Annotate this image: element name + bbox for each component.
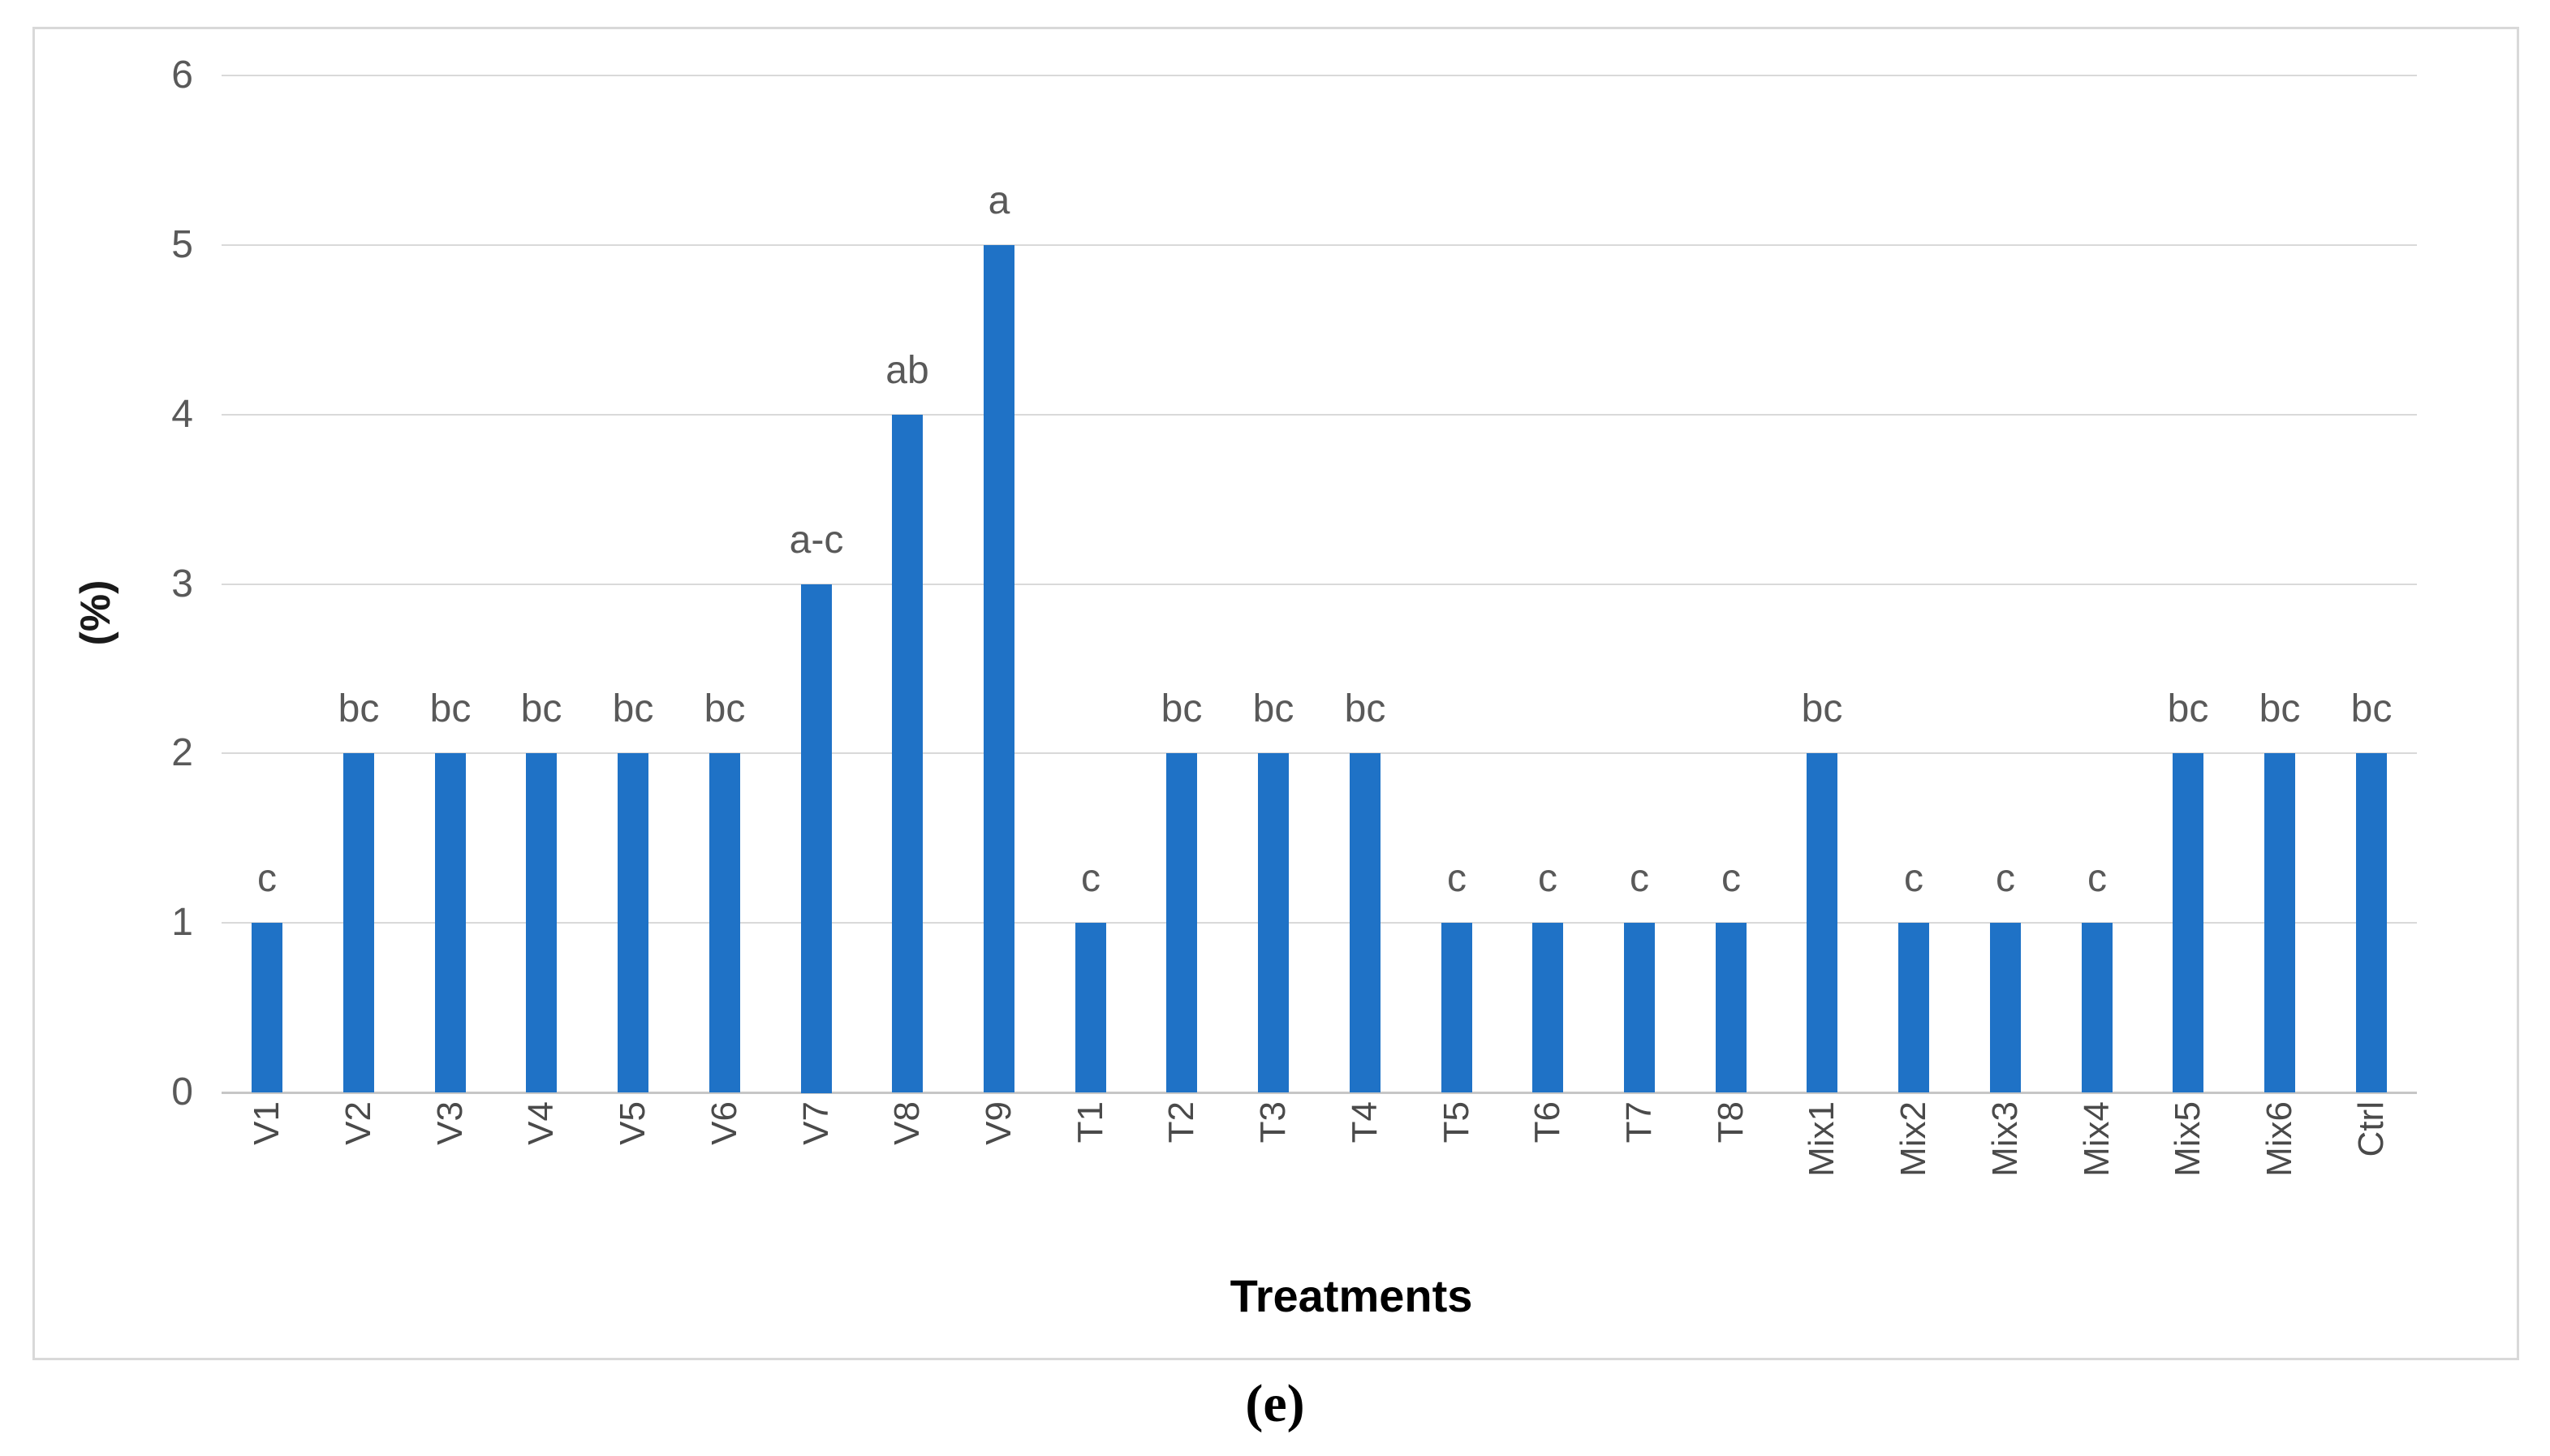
bar-Mix5	[2173, 753, 2203, 1092]
bar-T7	[1624, 923, 1655, 1092]
sig-letter-T1: c	[1081, 857, 1101, 900]
y-tick-label-4: 4	[171, 392, 193, 436]
chart-frame: 0 1 2 3 4 5 6 c V1 bc V2 bc V3 bc V4 bc V5 bc V6 a-c V7 ab V8 a…	[32, 27, 2519, 1360]
x-tick-label-T3: T3	[1253, 1101, 1293, 1144]
gridline-1	[222, 922, 2417, 924]
x-tick-label-T7: T7	[1619, 1101, 1659, 1144]
sig-letter-V5: bc	[612, 687, 654, 730]
bar-Mix1	[1807, 753, 1837, 1092]
bar-V4	[526, 753, 557, 1092]
bar-Mix3	[1990, 923, 2021, 1092]
sig-letter-Mix4: c	[2087, 857, 2107, 900]
bar-V7	[801, 584, 832, 1093]
sig-letter-V8: ab	[885, 349, 929, 392]
sig-letter-V4: bc	[520, 687, 562, 730]
bar-T3	[1258, 753, 1289, 1092]
bar-Ctrl	[2356, 753, 2387, 1092]
bar-V2	[343, 753, 374, 1092]
bar-T8	[1716, 923, 1747, 1092]
sig-letter-V6: bc	[704, 687, 746, 730]
sig-letter-T2: bc	[1161, 687, 1203, 730]
figure-caption: (e)	[1245, 1374, 1305, 1433]
sig-letter-Mix2: c	[1904, 857, 1923, 900]
bar-Mix4	[2082, 923, 2113, 1092]
x-axis-title: Treatments	[1230, 1270, 1473, 1321]
y-tick-label-5: 5	[171, 222, 193, 266]
sig-letter-Mix5: bc	[2167, 687, 2209, 730]
y-tick-label-2: 2	[171, 731, 193, 775]
bar-Mix2	[1898, 923, 1929, 1092]
bar-T2	[1166, 753, 1197, 1092]
x-tick-label-T1: T1	[1070, 1101, 1110, 1144]
sig-letter-Mix3: c	[1996, 857, 2015, 900]
x-tick-label-V5: V5	[613, 1101, 653, 1145]
x-tick-label-Mix1: Mix1	[1802, 1101, 1841, 1177]
x-tick-label-V3: V3	[430, 1101, 470, 1145]
bar-V9	[984, 245, 1014, 1092]
sig-letter-Ctrl: bc	[2350, 687, 2393, 730]
gridline-0	[222, 1092, 2417, 1094]
sig-letter-V7: a-c	[789, 519, 844, 562]
x-tick-label-T5: T5	[1437, 1101, 1476, 1144]
gridline-5	[222, 243, 2417, 246]
x-tick-label-T6: T6	[1527, 1101, 1567, 1144]
x-tick-label-V2: V2	[338, 1101, 378, 1145]
x-tick-label-V9: V9	[979, 1101, 1019, 1145]
sig-letter-V1: c	[257, 857, 277, 900]
gridline-3	[222, 583, 2417, 585]
bar-Mix6	[2264, 753, 2295, 1092]
x-tick-label-Mix4: Mix4	[2077, 1101, 2117, 1177]
gridline-4	[222, 413, 2417, 416]
gridline-2	[222, 752, 2417, 755]
x-tick-label-Mix3: Mix3	[1985, 1101, 2025, 1177]
bar-V3	[435, 753, 466, 1092]
sig-letter-Mix1: bc	[1801, 687, 1843, 730]
x-tick-label-Mix6: Mix6	[2259, 1101, 2299, 1177]
sig-letter-V3: bc	[429, 687, 472, 730]
x-tick-label-V8: V8	[887, 1101, 927, 1145]
x-tick-label-V6: V6	[704, 1101, 744, 1145]
sig-letter-T5: c	[1447, 857, 1467, 900]
x-tick-label-T8: T8	[1711, 1101, 1751, 1144]
y-tick-label-0: 0	[171, 1070, 193, 1114]
sig-letter-Mix6: bc	[2259, 687, 2301, 730]
bar-V1	[252, 923, 282, 1092]
x-tick-label-T4: T4	[1345, 1101, 1385, 1144]
sig-letter-V2: bc	[338, 687, 380, 730]
bar-T4	[1350, 753, 1381, 1092]
sig-letter-T4: bc	[1344, 687, 1386, 730]
sig-letter-T8: c	[1721, 857, 1741, 900]
y-tick-label-3: 3	[171, 562, 193, 605]
y-axis-title: (%)	[72, 579, 119, 646]
bar-V8	[892, 415, 923, 1092]
y-tick-label-1: 1	[171, 901, 193, 945]
bar-T1	[1075, 923, 1106, 1092]
sig-letter-T3: bc	[1252, 687, 1294, 730]
y-tick-label-6: 6	[171, 54, 193, 97]
x-tick-label-V7: V7	[796, 1101, 836, 1145]
bar-T6	[1532, 923, 1563, 1092]
sig-letter-V9: a	[988, 179, 1010, 222]
bar-V6	[709, 753, 740, 1092]
gridline-6	[222, 75, 2417, 76]
x-tick-label-Mix2: Mix2	[1893, 1101, 1933, 1177]
bar-T5	[1441, 923, 1472, 1092]
sig-letter-T6: c	[1538, 857, 1557, 900]
x-tick-label-V1: V1	[247, 1101, 286, 1145]
x-tick-label-Mix5: Mix5	[2168, 1101, 2208, 1177]
sig-letter-T7: c	[1630, 857, 1649, 900]
x-tick-label-T2: T2	[1161, 1101, 1201, 1144]
x-tick-label-Ctrl: Ctrl	[2351, 1101, 2391, 1157]
x-tick-label-V4: V4	[521, 1101, 561, 1145]
bar-V5	[618, 753, 648, 1092]
